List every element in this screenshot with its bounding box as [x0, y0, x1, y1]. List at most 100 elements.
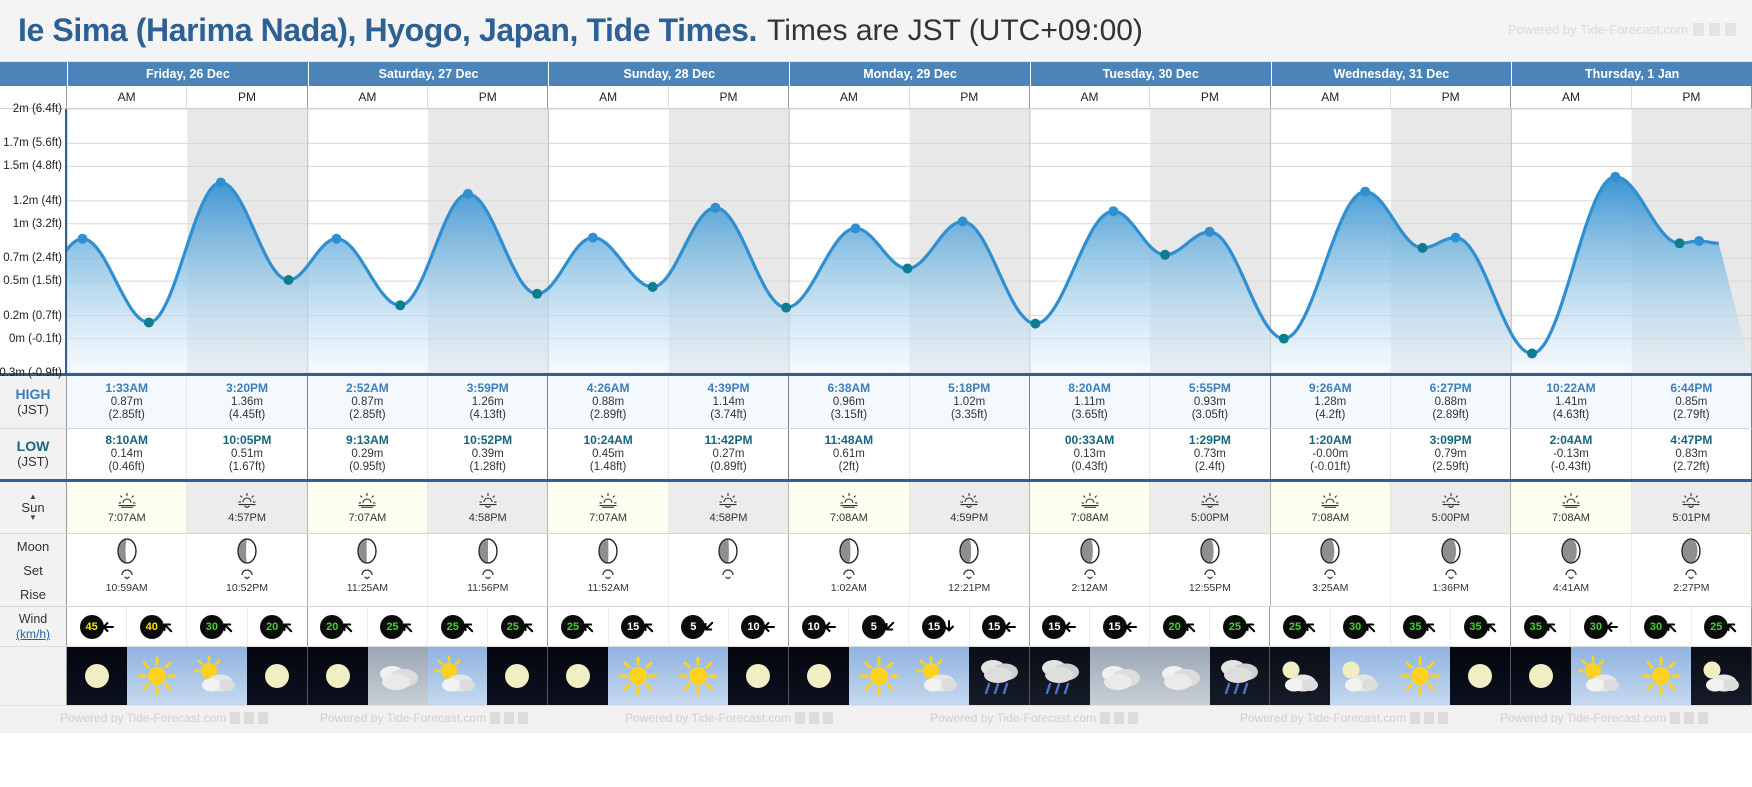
sunrise-icon — [840, 492, 858, 508]
low-tide-cell[interactable]: 9:13AM 0.29m (0.95ft) — [308, 429, 429, 479]
high-tide-marker[interactable] — [1108, 206, 1119, 217]
low-tide-marker[interactable] — [902, 263, 913, 274]
ampm-cell: AM — [308, 86, 429, 108]
sun-cell: 7:07AM — [308, 482, 429, 533]
low-tide-marker[interactable] — [1160, 249, 1171, 260]
high-tide-marker[interactable] — [1694, 236, 1705, 246]
high-tide-cell[interactable]: 6:27PM 0.88m (2.89ft) — [1391, 376, 1512, 428]
low-tide-cell[interactable]: 00:33AM 0.13m (0.43ft) — [1030, 429, 1151, 479]
low-tide-marker[interactable] — [143, 317, 154, 328]
high-tide-cell[interactable]: 8:20AM 1.11m (3.65ft) — [1030, 376, 1151, 428]
wind-cell[interactable]: 5 — [669, 607, 729, 646]
high-tide-cell[interactable]: 2:52AM 0.87m (2.85ft) — [308, 376, 429, 428]
wind-cell[interactable]: 25 — [1270, 607, 1331, 646]
high-tide-marker[interactable] — [710, 202, 721, 213]
high-tide-cell[interactable]: 5:18PM 1.02m (3.35ft) — [910, 376, 1030, 428]
high-tide-marker[interactable] — [850, 223, 861, 234]
high-tide-cell[interactable]: 3:59PM 1.26m (4.13ft) — [428, 376, 549, 428]
high-tide-marker[interactable] — [957, 216, 968, 227]
low-tide-cell[interactable]: 11:48AM 0.61m (2ft) — [789, 429, 910, 479]
moonset-icon-wrap — [1442, 564, 1460, 582]
low-tide-cell[interactable]: 8:10AM 0.14m (0.46ft) — [67, 429, 188, 479]
wind-cell[interactable]: 35 — [1451, 607, 1512, 646]
wind-cell[interactable]: 15 — [1030, 607, 1090, 646]
watermark-box-icon — [1424, 712, 1435, 724]
high-tide-marker[interactable] — [463, 188, 473, 199]
moon-event-time: 10:59AM — [105, 582, 148, 594]
wind-cell[interactable]: 10 — [729, 607, 790, 646]
high-tide-marker[interactable] — [1610, 171, 1621, 182]
powered-by-text: Powered by Tide-Forecast.com — [1508, 22, 1688, 37]
wind-cell[interactable]: 30 — [1631, 607, 1692, 646]
wind-cell[interactable]: 15 — [609, 607, 669, 646]
high-tide-cell[interactable]: 10:22AM 1.41m (4.63ft) — [1511, 376, 1632, 428]
high-tide-cell[interactable]: 4:39PM 1.14m (3.74ft) — [669, 376, 790, 428]
wind-cell[interactable]: 15 — [970, 607, 1030, 646]
high-tide-cell[interactable]: 3:20PM 1.36m (4.45ft) — [187, 376, 308, 428]
wind-cell[interactable]: 25 — [1210, 607, 1271, 646]
weather-icon-moon-clear — [548, 647, 608, 705]
page-title: Ie Sima (Harima Nada), Hyogo, Japan, Tid… — [18, 12, 757, 48]
wind-cell[interactable]: 25 — [488, 607, 549, 646]
wind-cell[interactable]: 30 — [187, 607, 248, 646]
high-tide-cell[interactable]: 5:55PM 0.93m (3.05ft) — [1150, 376, 1271, 428]
wind-cell[interactable]: 35 — [1511, 607, 1572, 646]
low-tide-cell[interactable]: 2:04AM -0.13m (-0.43ft) — [1511, 429, 1632, 479]
wind-cell[interactable]: 35 — [1391, 607, 1451, 646]
high-tide-cell[interactable]: 1:33AM 0.87m (2.85ft) — [67, 376, 188, 428]
high-tide-label: HIGH (JST) — [0, 376, 67, 428]
low-tide-marker[interactable] — [1417, 242, 1428, 253]
low-tide-cell[interactable]: 1:29PM 0.73m (2.4ft) — [1150, 429, 1271, 479]
high-tide-cell[interactable]: 6:44PM 0.85m (2.79ft) — [1632, 376, 1752, 428]
low-tide-cell[interactable]: 10:24AM 0.45m (1.48ft) — [548, 429, 669, 479]
low-tide-marker[interactable] — [395, 300, 406, 311]
low-tide-marker[interactable] — [283, 275, 294, 285]
high-tide-cell[interactable]: 4:26AM 0.88m (2.89ft) — [548, 376, 669, 428]
low-tide-cell[interactable]: 10:05PM 0.51m (1.67ft) — [187, 429, 308, 479]
wind-cell[interactable]: 30 — [1331, 607, 1391, 646]
wind-badge: 10 — [741, 614, 776, 640]
high-tide-marker[interactable] — [1360, 186, 1371, 197]
low-tide-cell[interactable]: 4:47PM 0.83m (2.72ft) — [1632, 429, 1752, 479]
low-tide-marker[interactable] — [1527, 348, 1537, 359]
low-tide-marker[interactable] — [1674, 238, 1685, 249]
wind-cell[interactable]: 25 — [368, 607, 429, 646]
low-tide-marker[interactable] — [1278, 333, 1289, 344]
high-tide-marker[interactable] — [1450, 232, 1461, 243]
wind-cell[interactable]: 20 — [308, 607, 368, 646]
low-tide-cell[interactable]: 1:20AM -0.00m (-0.01ft) — [1271, 429, 1391, 479]
moonset-icon-wrap — [479, 564, 497, 582]
high-tide-marker[interactable] — [1204, 226, 1215, 237]
sunset-icon — [238, 492, 256, 508]
high-tide-marker[interactable] — [331, 233, 342, 244]
low-tide-marker[interactable] — [781, 302, 792, 313]
wind-cell[interactable]: 30 — [1571, 607, 1632, 646]
low-tide-marker[interactable] — [532, 288, 543, 299]
wind-cell[interactable]: 25 — [428, 607, 489, 646]
high-tide-marker[interactable] — [77, 233, 88, 244]
moon-event-time: 10:52PM — [226, 582, 269, 594]
wind-cell[interactable]: 10 — [789, 607, 850, 646]
low-tide-cell[interactable]: 10:52PM 0.39m (1.28ft) — [428, 429, 549, 479]
high-tide-marker[interactable] — [215, 177, 226, 188]
wind-cell[interactable]: 15 — [1090, 607, 1151, 646]
low-tide-marker[interactable] — [1030, 318, 1041, 329]
wind-speed-badge: 30 — [199, 614, 224, 639]
wind-cell[interactable]: 40 — [127, 607, 188, 646]
wind-cell[interactable]: 5 — [849, 607, 910, 646]
wind-cell[interactable]: 45 — [67, 607, 128, 646]
low-tide-marker[interactable] — [647, 281, 658, 292]
wind-cell[interactable]: 25 — [548, 607, 609, 646]
low-tide-cell[interactable]: 3:09PM 0.79m (2.59ft) — [1391, 429, 1512, 479]
wind-cell[interactable]: 25 — [1692, 607, 1752, 646]
wind-cell[interactable]: 20 — [1150, 607, 1211, 646]
wind-cell[interactable]: 15 — [909, 607, 970, 646]
powered-by-text: Powered by Tide-Forecast.com — [60, 711, 227, 725]
weather-icon-sun-part-cloud — [1571, 647, 1631, 705]
low-tide-cell[interactable]: 11:42PM 0.27m (0.89ft) — [669, 429, 790, 479]
high-tide-marker[interactable] — [587, 232, 598, 243]
high-tide-cell[interactable]: 9:26AM 1.28m (4.2ft) — [1271, 376, 1391, 428]
wind-cell[interactable]: 20 — [248, 607, 308, 646]
wind-unit-link[interactable]: (km/h) — [16, 626, 50, 641]
high-tide-cell[interactable]: 6:38AM 0.96m (3.15ft) — [789, 376, 910, 428]
